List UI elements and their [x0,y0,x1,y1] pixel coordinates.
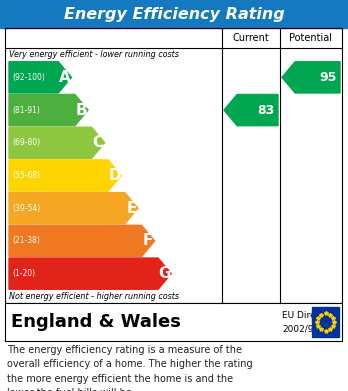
Text: Current: Current [232,33,269,43]
Text: Energy Efficiency Rating: Energy Efficiency Rating [64,7,284,22]
Bar [312,307,339,337]
Text: G: G [158,266,171,281]
Text: (39-54): (39-54) [12,204,40,213]
Bar [0,0,348,28]
Text: B: B [76,102,87,118]
Polygon shape [9,193,138,224]
Text: EU Directive: EU Directive [282,311,338,320]
Text: (55-68): (55-68) [12,171,40,180]
Text: A: A [59,70,71,85]
Text: C: C [93,135,104,150]
Polygon shape [224,95,278,126]
Text: D: D [109,168,121,183]
Text: (81-91): (81-91) [12,106,40,115]
Polygon shape [9,258,171,289]
Text: Very energy efficient - lower running costs: Very energy efficient - lower running co… [9,50,179,59]
Text: (1-20): (1-20) [12,269,35,278]
Text: F: F [143,233,153,248]
Polygon shape [9,95,88,126]
Text: 2002/91/EC: 2002/91/EC [282,325,334,334]
Polygon shape [282,62,340,93]
Text: The energy efficiency rating is a measure of the
overall efficiency of a home. T: The energy efficiency rating is a measur… [7,345,253,391]
Text: 83: 83 [258,104,275,117]
Text: (69-80): (69-80) [12,138,40,147]
Text: (21-38): (21-38) [12,237,40,246]
Polygon shape [9,127,105,158]
Text: Not energy efficient - higher running costs: Not energy efficient - higher running co… [9,292,179,301]
Bar [5,303,342,341]
Polygon shape [9,160,121,191]
Text: (92-100): (92-100) [12,73,45,82]
Text: 95: 95 [319,71,337,84]
Bar [5,28,342,303]
Polygon shape [9,225,155,256]
Polygon shape [9,62,71,93]
Text: England & Wales: England & Wales [11,313,181,331]
Text: Potential: Potential [290,33,332,43]
Text: E: E [126,201,137,216]
